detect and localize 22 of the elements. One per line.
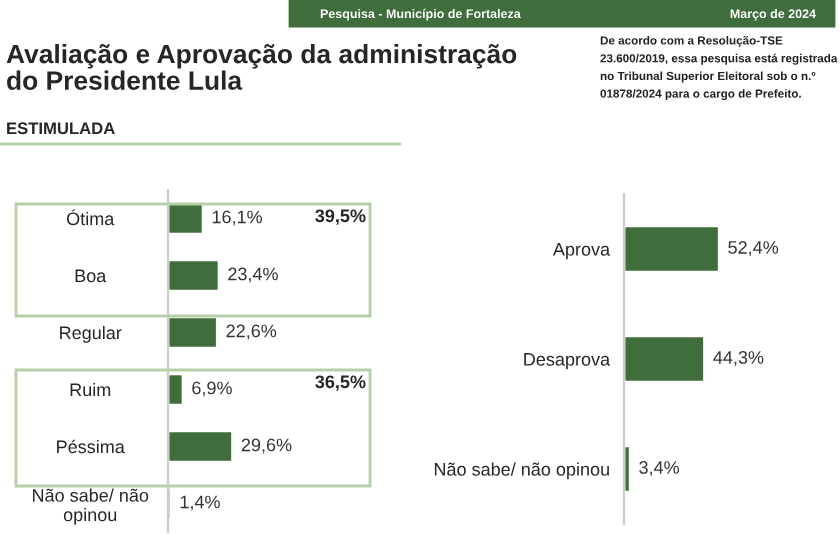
data-label: 16,1% xyxy=(212,210,262,226)
y-tick-label: Ruim xyxy=(70,382,111,397)
y-tick-label: Desaprova xyxy=(524,353,611,370)
y-tick-label: Aprova xyxy=(552,243,611,260)
y-tick-label: Regular xyxy=(60,325,122,343)
y-tick-label: Não sabe/ não opinou xyxy=(32,488,149,525)
y-tick-label: Ótima xyxy=(67,209,115,226)
data-label: 44,3% xyxy=(713,351,764,366)
data-label: 22,6% xyxy=(226,324,277,340)
data-label: 1,4% xyxy=(180,495,220,511)
data-label: 52,4% xyxy=(728,241,779,256)
chart-title: Avaliação e Aprovação da administração do Presidente Lula xyxy=(6,44,517,90)
y-tick-label: Péssima xyxy=(57,439,125,454)
text: 36,5% xyxy=(315,375,366,391)
data-label: 23,4% xyxy=(228,267,278,283)
data-label: 29,6% xyxy=(241,438,292,454)
chart-subtitle: ESTIMULADA xyxy=(7,122,115,135)
y-tick-label: Boa xyxy=(75,269,107,283)
text: 39,5% xyxy=(315,209,366,225)
y-tick-label: Não sabe/ não opinou xyxy=(434,462,609,480)
data-label: 3,4% xyxy=(639,461,680,476)
data-label: 6,9% xyxy=(192,381,232,397)
